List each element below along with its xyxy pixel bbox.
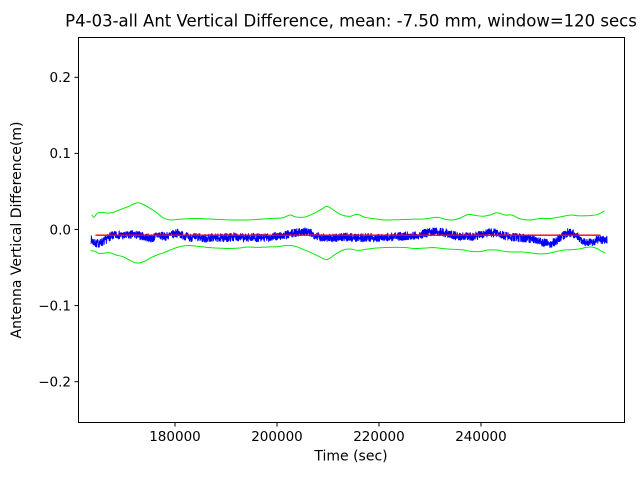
x-tick-label: 200000	[251, 429, 303, 445]
y-tick-label: −0.1	[38, 298, 71, 314]
y-tick-label: 0.1	[50, 146, 71, 162]
series-upper-envelope	[91, 202, 605, 221]
plot-area	[78, 37, 625, 423]
y-tick-label: 0.2	[50, 70, 71, 86]
y-tick-label: −0.2	[38, 374, 71, 390]
x-tick-label: 220000	[353, 429, 405, 445]
y-axis-label: Antenna Vertical Difference(m)	[9, 122, 25, 339]
x-tick-label: 240000	[455, 429, 507, 445]
x-tick-label: 180000	[149, 429, 201, 445]
series-layer	[90, 202, 608, 264]
x-axis-label: Time (sec)	[313, 449, 387, 465]
x-axis-ticks: 180000 200000 220000 240000	[149, 423, 507, 445]
chart-title: P4-03-all Ant Vertical Difference, mean:…	[65, 12, 637, 31]
plot-frame	[78, 37, 625, 423]
y-axis-ticks: −0.2 −0.1 0.0 0.1 0.2	[38, 70, 78, 390]
series-lower-envelope	[90, 244, 606, 264]
y-tick-label: 0.0	[50, 222, 71, 238]
